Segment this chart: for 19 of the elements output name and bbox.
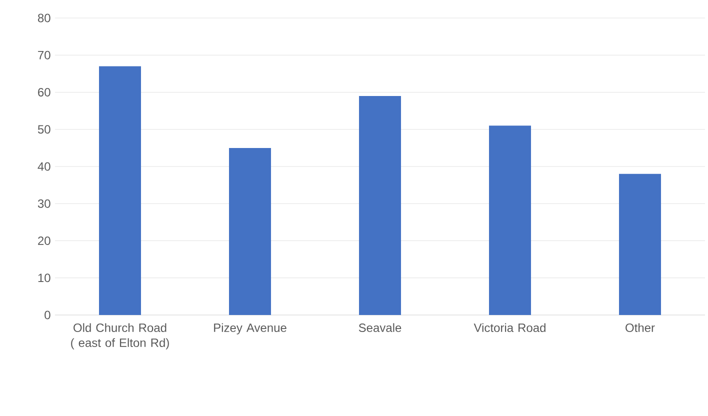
y-tick-label: 20 (38, 236, 50, 246)
y-tick-label: 50 (38, 125, 50, 134)
y-tick-label: 0 (44, 310, 50, 320)
bar (619, 174, 662, 315)
x-tick-label: Pizey Avenue (214, 323, 286, 334)
bar (489, 126, 532, 315)
x-tick-label: Seavale (358, 323, 402, 332)
y-tick-label: 10 (38, 274, 50, 282)
x-tick-label: Old Church Road ( east of Elton Rd) (71, 323, 169, 350)
x-tick-label: Other (626, 323, 655, 332)
y-tick-label: 40 (38, 162, 50, 171)
y-tick-label: 70 (38, 50, 50, 60)
x-tick-label: Victoria Road (474, 323, 546, 332)
y-tick-label: 30 (38, 199, 50, 208)
y-tick-label: 60 (38, 88, 50, 97)
y-tick-label: 80 (38, 14, 50, 22)
bar (359, 96, 402, 315)
bar (99, 66, 141, 315)
bar (229, 148, 272, 315)
